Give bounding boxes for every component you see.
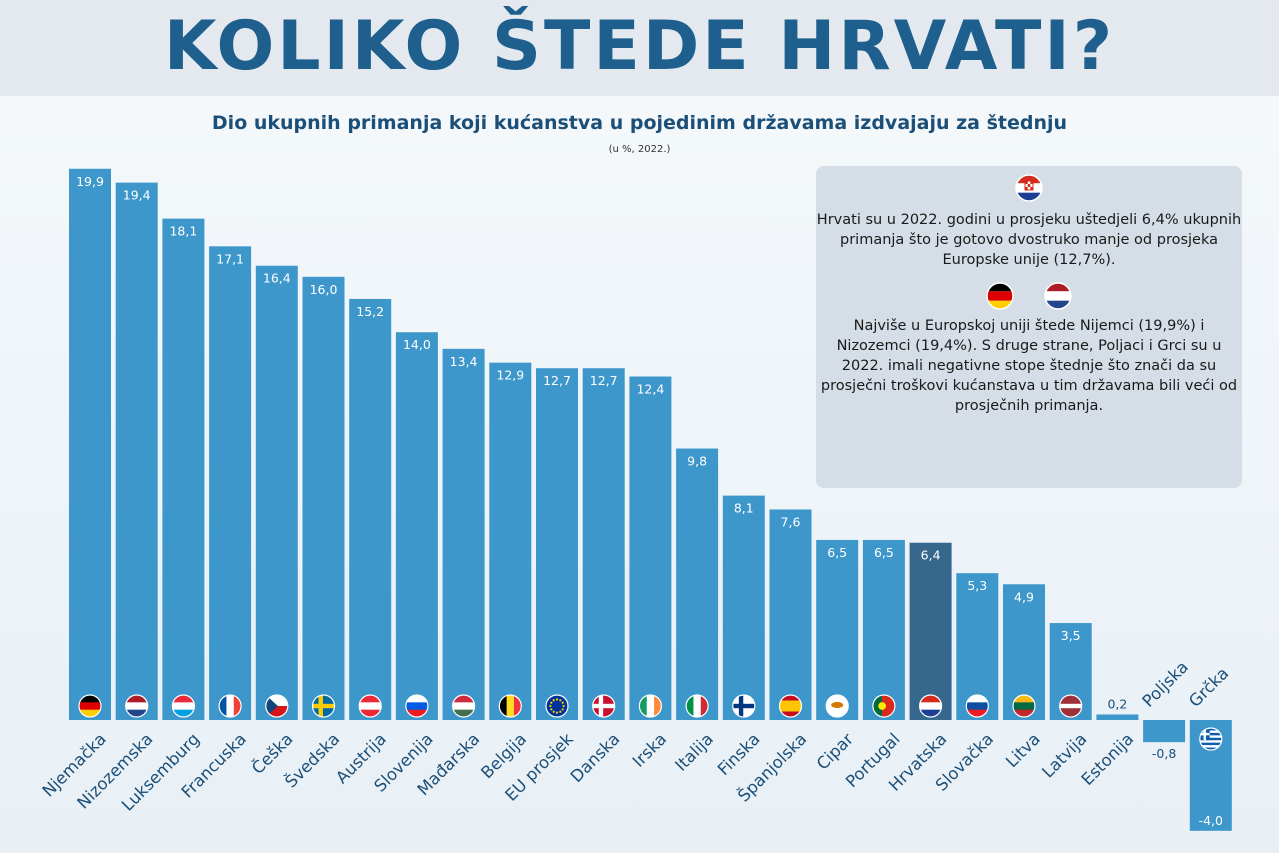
flag-icon-latvija xyxy=(1059,694,1083,718)
value-label-litva: 4,9 xyxy=(1014,589,1034,604)
value-label-eu-prosjek: 12,7 xyxy=(543,373,571,388)
bar-danska xyxy=(582,368,625,720)
category-label-italija: Italija xyxy=(671,729,716,774)
flag-icon-austrija xyxy=(358,694,382,718)
flag-icon-madarska xyxy=(452,694,476,718)
bar-irska xyxy=(629,376,672,720)
flag-icon-slovacka xyxy=(965,694,989,718)
category-label-litva: Litva xyxy=(1002,729,1044,771)
bar-belgija xyxy=(489,362,532,720)
value-label-ceska: 16,4 xyxy=(263,271,291,286)
bar-estonija xyxy=(1096,714,1139,720)
flag-icon-belgija xyxy=(498,694,522,718)
value-label-slovacka: 5,3 xyxy=(967,578,987,593)
main-title: KOLIKO ŠTEDE HRVATI? xyxy=(163,7,1116,86)
value-label-estonija: 0,2 xyxy=(1107,696,1127,711)
value-label-svedska: 16,0 xyxy=(310,282,338,297)
value-label-grcka: -4,0 xyxy=(1199,813,1223,828)
header-band xyxy=(0,0,1279,96)
value-label-hrvatska: 6,4 xyxy=(921,548,941,563)
bar-eu-prosjek xyxy=(536,368,578,720)
flag-icon-finska xyxy=(732,694,756,718)
category-label-irska: Irska xyxy=(629,729,670,770)
value-label-belgija: 12,9 xyxy=(496,368,524,383)
flag-icon-danska xyxy=(592,694,616,718)
bar-francuska xyxy=(209,246,252,720)
flag-icon-hrvatska xyxy=(918,694,943,718)
category-label-grcka: Grčka xyxy=(1185,664,1232,711)
value-label-italija: 9,8 xyxy=(687,454,707,469)
flag-icon-spanjolska xyxy=(778,694,803,718)
info-text-extremes: Najviše u Europskoj uniji štede Nijemci … xyxy=(820,318,1238,414)
bar-portugal xyxy=(862,539,905,720)
flag-icon-njemacka xyxy=(78,694,102,718)
value-label-cipar: 6,5 xyxy=(827,545,847,560)
bar-poljska xyxy=(1143,720,1186,743)
category-label-danska: Danska xyxy=(567,729,624,786)
bar-luksemburg xyxy=(162,218,205,720)
netherlands-flag-icon xyxy=(1044,282,1072,310)
flag-icon-portugal xyxy=(872,694,896,718)
value-label-finska: 8,1 xyxy=(734,501,754,516)
bar-slovenija xyxy=(395,332,438,720)
category-label-poljska: Poljska xyxy=(1138,657,1191,710)
value-label-danska: 12,7 xyxy=(590,373,618,388)
chart-subtitle: (u %, 2022.) xyxy=(608,144,671,155)
croatia-flag-icon xyxy=(1015,174,1043,202)
category-label-estonija: Estonija xyxy=(1078,729,1138,789)
flag-icon-slovenija xyxy=(405,694,429,718)
bar-cipar xyxy=(816,539,859,720)
flag-icon-cipar xyxy=(825,694,849,718)
value-label-portugal: 6,5 xyxy=(874,545,894,560)
value-label-poljska: -0,8 xyxy=(1152,746,1176,761)
flag-icon-nizozemska xyxy=(125,694,149,718)
bar-finska xyxy=(722,495,765,720)
bar-austrija xyxy=(349,298,392,720)
bar-ceska xyxy=(255,265,298,720)
info-text-croatia: Hrvati su u 2022. godini u prosjeku ušte… xyxy=(816,212,1242,268)
flag-icon-eu-prosjek xyxy=(545,694,569,718)
flag-icon-litva xyxy=(1012,694,1036,718)
value-label-luksemburg: 18,1 xyxy=(169,224,197,239)
value-label-latvija: 3,5 xyxy=(1061,628,1081,643)
flag-icon-grcka xyxy=(1199,727,1223,751)
value-label-madarska: 13,4 xyxy=(450,354,478,369)
flag-icon-luksemburg xyxy=(171,694,195,718)
bar-njemacka xyxy=(69,168,111,720)
value-label-irska: 12,4 xyxy=(636,382,664,397)
bar-italija xyxy=(676,448,719,720)
flag-icon-francuska xyxy=(218,694,242,718)
chart-title: Dio ukupnih primanja koji kućanstva u po… xyxy=(211,112,1068,134)
value-label-njemacka: 19,9 xyxy=(76,174,104,189)
flag-icon-irska xyxy=(638,694,663,718)
info-box: Hrvati su u 2022. godini u prosjeku ušte… xyxy=(816,166,1242,488)
germany-flag-icon xyxy=(986,282,1014,310)
bar-spanjolska xyxy=(769,509,812,720)
flag-icon-ceska xyxy=(265,694,289,718)
value-label-austrija: 15,2 xyxy=(356,304,384,319)
value-label-spanjolska: 7,6 xyxy=(781,514,801,529)
bar-hrvatska xyxy=(909,542,952,720)
bar-nizozemska xyxy=(115,182,158,720)
category-label-cipar: Cipar xyxy=(813,729,857,773)
flag-icon-italija xyxy=(685,694,709,718)
flag-icon-svedska xyxy=(311,694,336,718)
bar-svedska xyxy=(302,276,345,720)
bar-madarska xyxy=(442,348,485,720)
value-label-francuska: 17,1 xyxy=(216,251,244,266)
value-label-nizozemska: 19,4 xyxy=(123,188,151,203)
value-label-slovenija: 14,0 xyxy=(403,337,431,352)
